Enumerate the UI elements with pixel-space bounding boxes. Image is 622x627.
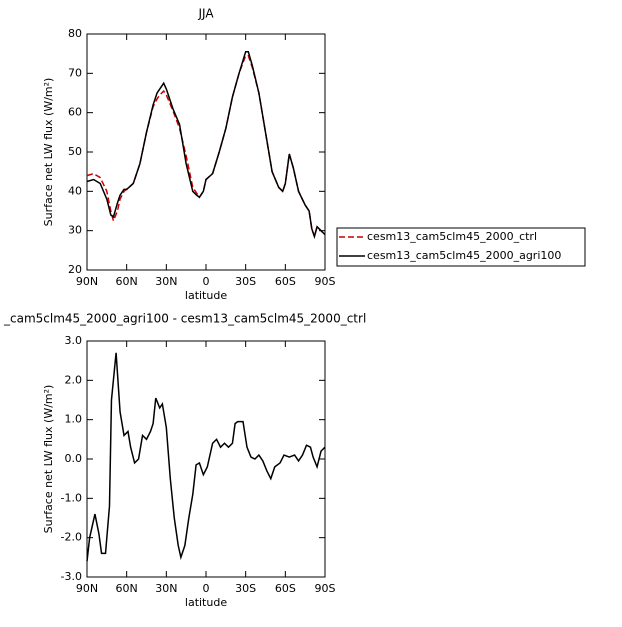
x-tick-label: 30S bbox=[235, 582, 256, 595]
y-axis-label: Surface net LW flux (W/m²) bbox=[42, 385, 55, 534]
y-tick-label: 60 bbox=[68, 106, 82, 119]
x-tick-label: 30N bbox=[155, 582, 177, 595]
legend-label: cesm13_cam5clm45_2000_agri100 bbox=[367, 249, 561, 262]
y-tick-label: 50 bbox=[68, 145, 82, 158]
x-tick-label: 60N bbox=[116, 275, 138, 288]
x-tick-label: 90N bbox=[76, 275, 98, 288]
y-tick-label: 1.0 bbox=[65, 413, 83, 426]
y-tick-label: 80 bbox=[68, 27, 82, 40]
x-tick-label: 0 bbox=[203, 582, 210, 595]
data-line bbox=[86, 50, 326, 240]
y-tick-label: 30 bbox=[68, 224, 82, 237]
x-tick-label: 60N bbox=[116, 582, 138, 595]
x-tick-label: 60S bbox=[275, 275, 296, 288]
y-tick-label: 40 bbox=[68, 184, 82, 197]
data-line bbox=[86, 54, 326, 240]
y-tick-label: 0.0 bbox=[65, 452, 83, 465]
x-tick-label: 60S bbox=[275, 582, 296, 595]
data-line bbox=[86, 352, 326, 562]
x-tick-label: 0 bbox=[203, 275, 210, 288]
x-tick-label: 90N bbox=[76, 582, 98, 595]
y-tick-label: -3.0 bbox=[61, 570, 82, 583]
plot-frame bbox=[86, 33, 326, 271]
y-tick-label: 3.0 bbox=[65, 334, 83, 347]
x-tick-label: 30S bbox=[235, 275, 256, 288]
x-tick-label: 90S bbox=[315, 582, 336, 595]
x-tick-label: 30N bbox=[155, 275, 177, 288]
y-tick-label: -2.0 bbox=[61, 531, 82, 544]
y-tick-label: 20 bbox=[68, 263, 82, 276]
chart-title: JJA bbox=[197, 7, 214, 21]
y-tick-label: 2.0 bbox=[65, 373, 83, 386]
legend-label: cesm13_cam5clm45_2000_ctrl bbox=[367, 230, 537, 243]
y-tick-label: -1.0 bbox=[61, 491, 82, 504]
legend-box bbox=[336, 227, 586, 267]
chart-title: _cam5clm45_2000_agri100 - cesm13_cam5clm… bbox=[3, 312, 366, 326]
x-axis-label: latitude bbox=[185, 596, 227, 609]
x-tick-label: 90S bbox=[315, 275, 336, 288]
plot-frame bbox=[86, 340, 326, 578]
x-axis-label: latitude bbox=[185, 289, 227, 302]
y-tick-label: 70 bbox=[68, 66, 82, 79]
y-axis-label: Surface net LW flux (W/m²) bbox=[42, 78, 55, 227]
